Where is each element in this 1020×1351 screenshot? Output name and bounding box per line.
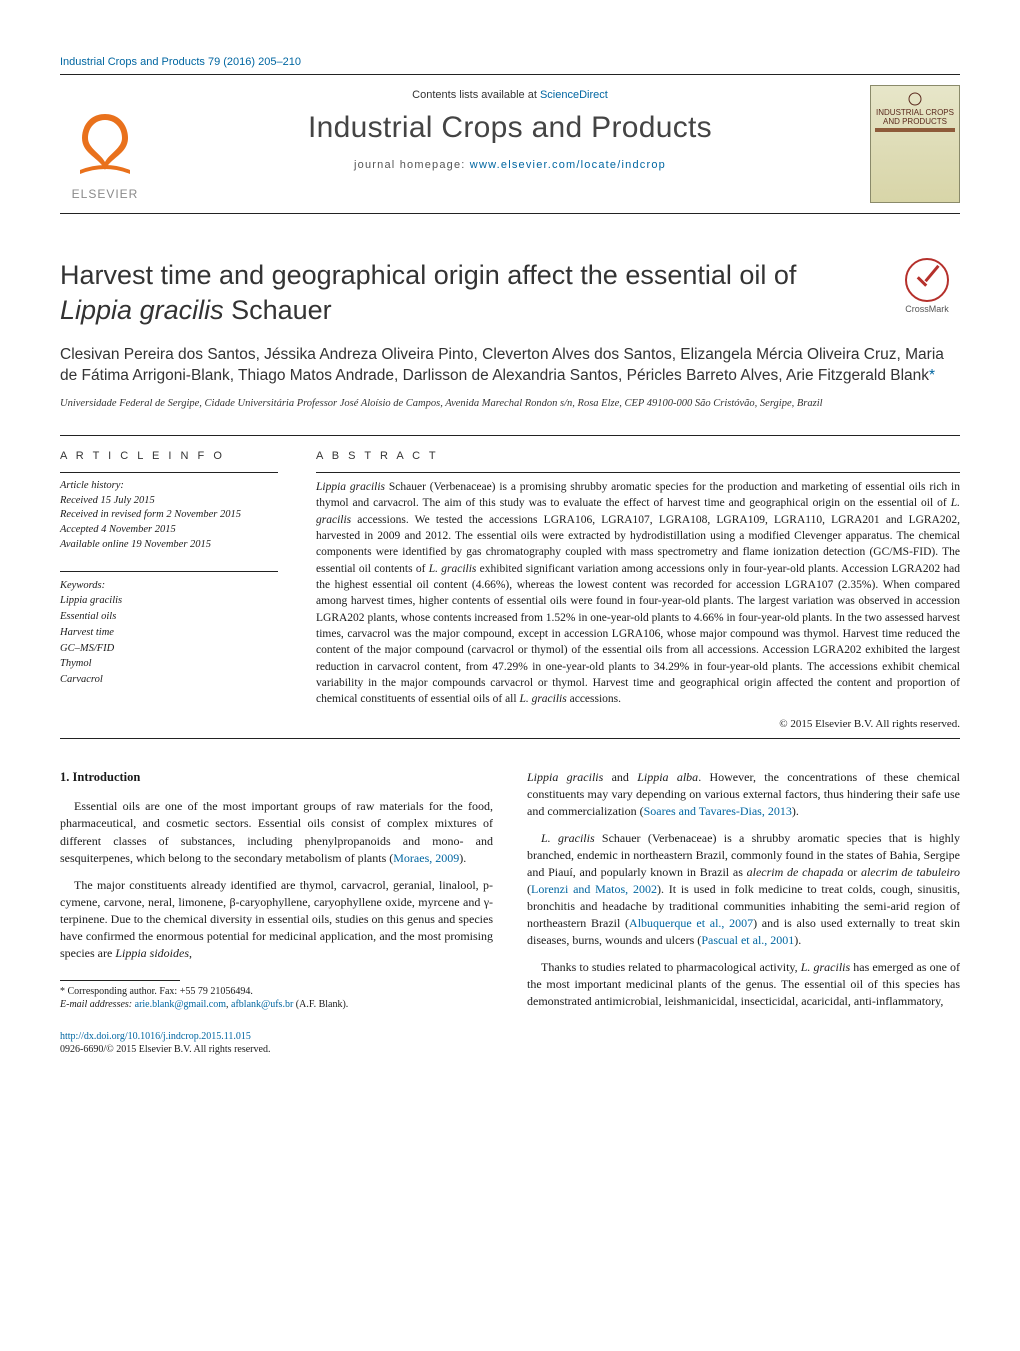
body-column-right: Lippia gracilis and Lippia alba. However… (527, 769, 960, 1057)
body-text: ). (459, 851, 466, 865)
keywords-heading: Keywords: (60, 578, 278, 594)
abstract-species-4: L. gracilis (519, 693, 566, 705)
abstract-seg: Schauer (Verbenaceae) is a promising shr… (316, 481, 960, 509)
authors-text: Clesivan Pereira dos Santos, Jéssika And… (60, 346, 944, 384)
footnote-rule (60, 980, 180, 981)
masthead: ELSEVIER Contents lists available at Sci… (60, 75, 960, 214)
journal-homepage-link[interactable]: www.elsevier.com/locate/indcrop (470, 159, 666, 171)
cover-tree-icon (908, 92, 922, 106)
journal-name: Industrial Crops and Products (180, 111, 840, 145)
author-list: Clesivan Pereira dos Santos, Jéssika And… (60, 345, 960, 387)
abstract-text: Lippia gracilis Schauer (Verbenaceae) is… (316, 472, 960, 708)
history-revised: Received in revised form 2 November 2015 (60, 508, 278, 523)
body-text: ). (794, 933, 801, 947)
crossmark-widget[interactable]: CrossMark (894, 258, 960, 314)
affiliation: Universidade Federal de Sergipe, Cidade … (60, 397, 960, 411)
species-italic: L. gracilis (541, 831, 595, 845)
body-text: and (603, 770, 637, 784)
contents-prefix: Contents lists available at (412, 89, 540, 101)
species-italic: L. gracilis (801, 960, 850, 974)
keyword-item: Essential oils (60, 609, 278, 625)
rule-abstract-end (60, 738, 960, 739)
email-line: E-mail addresses: arie.blank@gmail.com, … (60, 998, 493, 1012)
running-head: Industrial Crops and Products 79 (2016) … (60, 56, 960, 68)
term-italic: alecrim de chapada (747, 865, 844, 879)
cover-title-1: INDUSTRIAL CROPS (875, 108, 955, 117)
contents-line: Contents lists available at ScienceDirec… (180, 89, 840, 101)
body-text: ). (792, 804, 799, 818)
cover-title-2: AND PRODUCTS (875, 117, 955, 126)
journal-cover-thumbnail: INDUSTRIAL CROPS AND PRODUCTS (870, 85, 960, 203)
corresponding-author-marker[interactable]: * (929, 367, 935, 384)
keyword-item: Carvacrol (60, 672, 278, 688)
article-history: Article history: Received 15 July 2015 R… (60, 472, 278, 552)
keyword-item: GC–MS/FID (60, 641, 278, 657)
body-paragraph: L. gracilis Schauer (Verbenaceae) is a s… (527, 830, 960, 949)
rule-mid (60, 435, 960, 436)
crossmark-label: CrossMark (905, 304, 949, 314)
sciencedirect-link[interactable]: ScienceDirect (540, 89, 608, 101)
abstract-species-1: Lippia gracilis (316, 481, 385, 493)
species-italic: Lippia gracilis (527, 770, 603, 784)
body-paragraph: Thanks to studies related to pharmacolog… (527, 959, 960, 1010)
title-species: Lippia gracilis (60, 295, 224, 325)
body-column-left: 1. Introduction Essential oils are one o… (60, 769, 493, 1057)
title-text-post: Schauer (224, 295, 332, 325)
article-info-label: A R T I C L E I N F O (60, 450, 278, 462)
keyword-item: Thymol (60, 656, 278, 672)
keywords-block: Keywords: Lippia gracilis Essential oils… (60, 571, 278, 688)
citation-link[interactable]: Moraes, 2009 (393, 851, 459, 865)
history-received: Received 15 July 2015 (60, 494, 278, 509)
abstract-species-3: L. gracilis (429, 563, 477, 575)
body-paragraph: Lippia gracilis and Lippia alba. However… (527, 769, 960, 820)
keyword-item: Harvest time (60, 625, 278, 641)
body-text: Thanks to studies related to pharmacolog… (541, 960, 801, 974)
body-text: or (843, 865, 861, 879)
history-accepted: Accepted 4 November 2015 (60, 523, 278, 538)
history-heading: Article history: (60, 479, 278, 494)
species-italic: Lippia alba (637, 770, 698, 784)
footnotes: * Corresponding author. Fax: +55 79 2105… (60, 985, 493, 1012)
email-link[interactable]: arie.blank@gmail.com (135, 999, 226, 1010)
body-paragraph: Essential oils are one of the most impor… (60, 798, 493, 866)
doi-link[interactable]: http://dx.doi.org/10.1016/j.indcrop.2015… (60, 1031, 251, 1042)
doi-block: http://dx.doi.org/10.1016/j.indcrop.2015… (60, 1030, 493, 1057)
elsevier-logo: ELSEVIER (60, 108, 150, 203)
citation-link[interactable]: Albuquerque et al., 2007 (629, 916, 753, 930)
journal-homepage-line: journal homepage: www.elsevier.com/locat… (180, 159, 840, 171)
corresponding-author-note: * Corresponding author. Fax: +55 79 2105… (60, 985, 493, 999)
body-paragraph: The major constituents already identifie… (60, 877, 493, 962)
title-text-pre: Harvest time and geographical origin aff… (60, 260, 796, 290)
svg-text:ELSEVIER: ELSEVIER (72, 187, 139, 201)
publisher-logo-area: ELSEVIER (60, 85, 170, 203)
history-online: Available online 19 November 2015 (60, 538, 278, 553)
species-italic: Lippia sidoides (115, 946, 189, 960)
citation-link[interactable]: Soares and Tavares-Dias, 2013 (644, 804, 792, 818)
abstract-seg: accessions. (567, 693, 621, 705)
section-heading-intro: 1. Introduction (60, 769, 493, 787)
citation-link[interactable]: Pascual et al., 2001 (701, 933, 794, 947)
issn-copyright: 0926-6690/© 2015 Elsevier B.V. All right… (60, 1043, 493, 1057)
body-text: , (189, 946, 192, 960)
homepage-prefix: journal homepage: (354, 159, 470, 171)
email-label: E-mail addresses: (60, 999, 135, 1010)
email-tail: (A.F. Blank). (293, 999, 348, 1010)
citation-link[interactable]: Lorenzi and Matos, 2002 (531, 882, 657, 896)
term-italic: alecrim de tabuleiro (861, 865, 960, 879)
abstract-seg: exhibited significant variation among ac… (316, 563, 960, 706)
abstract-label: A B S T R A C T (316, 450, 960, 462)
email-link[interactable]: afblank@ufs.br (231, 999, 293, 1010)
abstract-copyright: © 2015 Elsevier B.V. All rights reserved… (316, 718, 960, 730)
keyword-item: Lippia gracilis (60, 595, 122, 606)
crossmark-icon (905, 258, 949, 302)
article-title: Harvest time and geographical origin aff… (60, 258, 874, 327)
